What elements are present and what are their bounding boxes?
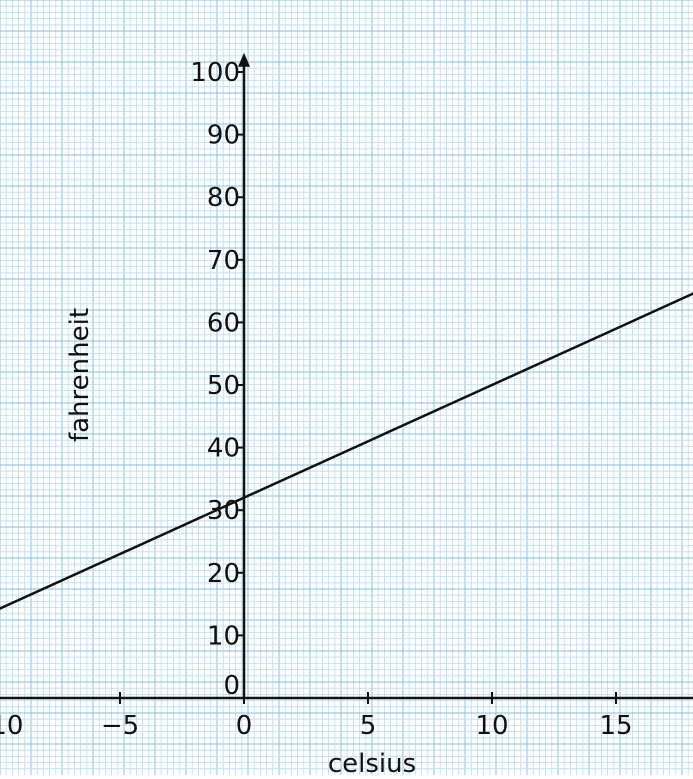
tick-marks xyxy=(119,71,617,704)
x-tick-label: −10 xyxy=(0,711,23,741)
y-tick-label: 100 xyxy=(190,58,240,88)
y-tick-label: 20 xyxy=(207,559,240,589)
y-tick-label: 80 xyxy=(207,183,240,213)
x-tick-label: −5 xyxy=(101,711,139,741)
y-axis-arrowhead xyxy=(238,52,250,67)
x-tick-label: 0 xyxy=(236,711,253,741)
y-tick-label: 30 xyxy=(207,496,240,526)
x-tick-label: 15 xyxy=(599,711,632,741)
y-tick-label: 0 xyxy=(223,671,240,701)
y-tick-label: 90 xyxy=(207,121,240,151)
y-tick-label: 50 xyxy=(207,371,240,401)
y-tick-label: 60 xyxy=(207,308,240,338)
x-tick-label: 5 xyxy=(360,711,377,741)
y-tick-label: 70 xyxy=(207,246,240,276)
tick-labels: −10−50510152025300102030405060708090100 xyxy=(0,58,633,741)
y-axis-label: fahrenheit xyxy=(65,308,95,442)
axes xyxy=(0,52,693,700)
y-tick-label: 10 xyxy=(207,621,240,651)
series-line xyxy=(0,292,693,610)
x-axis-label: celsius xyxy=(328,749,416,775)
x-tick-label: 10 xyxy=(475,711,508,741)
y-tick-label: 40 xyxy=(207,434,240,464)
series-layer xyxy=(0,292,693,610)
